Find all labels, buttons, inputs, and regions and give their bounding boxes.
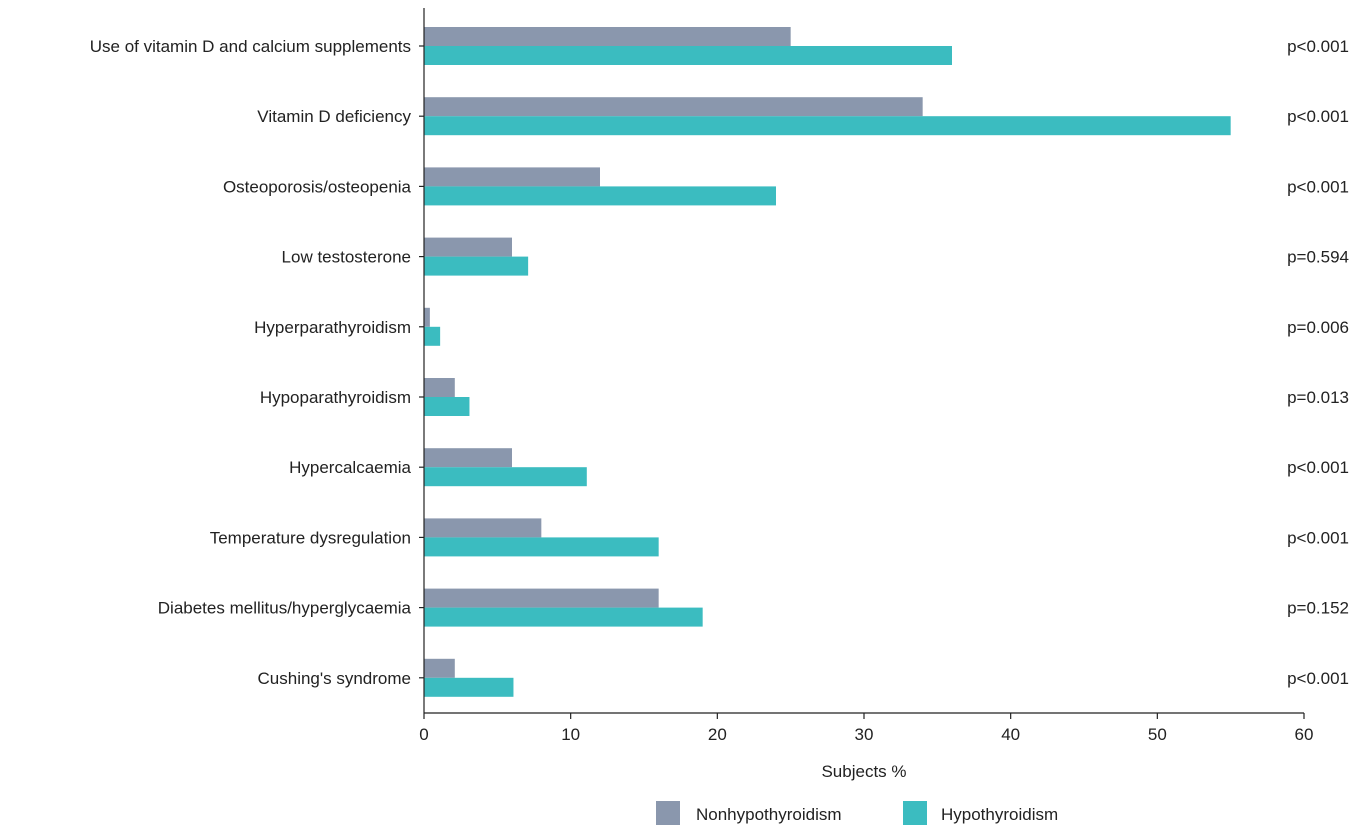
bar-hypothyroidism-5 — [424, 397, 470, 416]
bar-nonhypothyroidism-8 — [424, 588, 659, 608]
x-tick-label: 0 — [419, 725, 428, 744]
p-value-label: p=0.013 — [1287, 388, 1349, 407]
bar-nonhypothyroidism-1 — [424, 97, 923, 117]
legend-label-hypothyroidism: Hypothyroidism — [941, 805, 1058, 824]
p-value-label: p<0.001 — [1287, 37, 1349, 56]
bar-hypothyroidism-1 — [424, 116, 1231, 136]
p-value-label: p<0.001 — [1287, 177, 1349, 196]
legend-swatch-nonhypothyroidism — [656, 801, 680, 825]
p-value-label: p<0.001 — [1287, 458, 1349, 477]
category-label: Diabetes mellitus/hyperglycaemia — [158, 599, 412, 618]
p-value-label: p<0.001 — [1287, 107, 1349, 126]
x-tick-label: 50 — [1148, 725, 1167, 744]
bar-nonhypothyroidism-7 — [424, 518, 542, 538]
bar-nonhypothyroidism-9 — [424, 658, 455, 678]
p-value-label: p=0.006 — [1287, 318, 1349, 337]
p-value-label: p=0.594 — [1287, 248, 1349, 267]
category-label: Temperature dysregulation — [210, 528, 411, 547]
bar-nonhypothyroidism-5 — [424, 378, 455, 397]
x-tick-label: 30 — [855, 725, 874, 744]
x-tick-label: 40 — [1001, 725, 1020, 744]
p-value-label: p<0.001 — [1287, 528, 1349, 547]
bar-hypothyroidism-4 — [424, 326, 441, 346]
category-label: Hypoparathyroidism — [260, 388, 411, 407]
bar-hypothyroidism-3 — [424, 256, 529, 276]
category-label: Vitamin D deficiency — [257, 107, 411, 126]
p-value-label: p=0.152 — [1287, 599, 1349, 618]
x-tick-label: 20 — [708, 725, 727, 744]
bar-nonhypothyroidism-0 — [424, 27, 791, 46]
category-label: Use of vitamin D and calcium supplements — [90, 37, 411, 56]
bar-hypothyroidism-8 — [424, 607, 703, 627]
bars-layer — [424, 27, 1231, 697]
x-axis-label: Subjects % — [821, 762, 906, 781]
category-labels: Use of vitamin D and calcium supplements… — [90, 37, 424, 688]
bar-nonhypothyroidism-3 — [424, 237, 512, 257]
p-value-annotations: p<0.001 p<0.001 p<0.001 p=0.594 p=0.006 p=0.0… — [1287, 37, 1349, 688]
bar-hypothyroidism-0 — [424, 46, 952, 65]
bar-hypothyroidism-9 — [424, 677, 514, 697]
category-label: Hypercalcaemia — [289, 458, 411, 477]
category-label: Cushing's syndrome — [258, 669, 411, 688]
x-tick-label: 10 — [561, 725, 580, 744]
category-label: Low testosterone — [282, 248, 411, 267]
legend-label-nonhypothyroidism: Nonhypothyroidism — [696, 805, 842, 824]
x-axis-ticks: 0 10 20 30 40 50 60 — [419, 713, 1313, 744]
bar-hypothyroidism-6 — [424, 467, 587, 487]
x-tick-label: 60 — [1295, 725, 1314, 744]
bar-nonhypothyroidism-2 — [424, 167, 600, 187]
category-label: Hyperparathyroidism — [254, 318, 411, 337]
bar-nonhypothyroidism-4 — [424, 307, 430, 327]
legend-swatch-hypothyroidism — [903, 801, 927, 825]
bar-hypothyroidism-7 — [424, 537, 659, 557]
bar-nonhypothyroidism-6 — [424, 448, 512, 468]
bar-hypothyroidism-2 — [424, 186, 776, 206]
p-value-label: p<0.001 — [1287, 669, 1349, 688]
category-label: Osteoporosis/osteopenia — [223, 177, 412, 196]
legend: Nonhypothyroidism Hypothyroidism — [656, 801, 1058, 825]
